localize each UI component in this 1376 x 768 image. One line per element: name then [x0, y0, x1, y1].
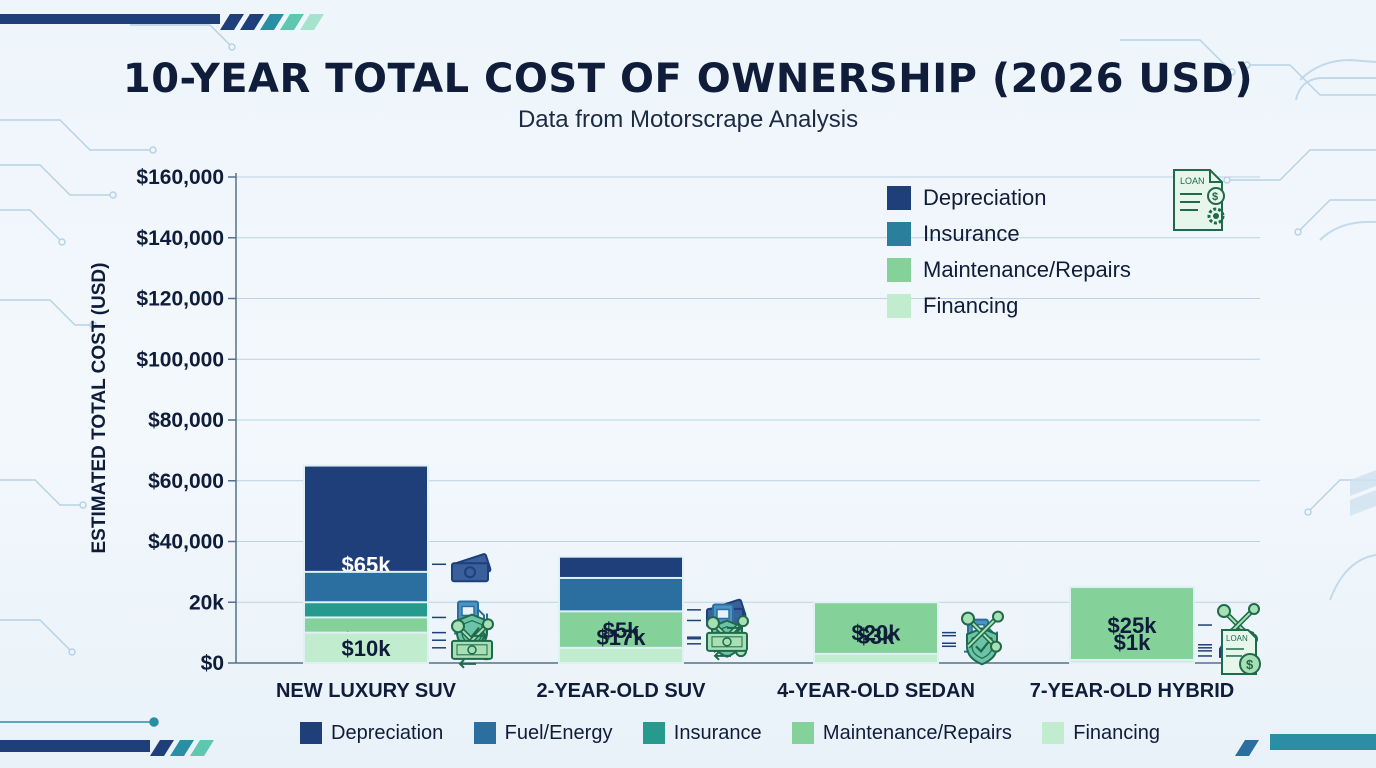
- chart-subtitle: Data from Motorscrape Analysis: [517, 106, 859, 133]
- y-tick-label: 20k: [189, 591, 224, 614]
- loan-document-icon: LOAN $: [1173, 169, 1225, 231]
- x-category-label: NEW LUXURY SUV: [276, 680, 457, 702]
- legend-swatch: [1042, 722, 1065, 744]
- y-tick-label: $160,000: [136, 166, 224, 189]
- top-legend-item-financing: Financing: [887, 288, 1131, 324]
- bar-segment-financing: [813, 652, 939, 665]
- top-legend-item-depreciation: Depreciation: [887, 180, 1131, 216]
- chart-title: 10-YEAR TOTAL COST OF OWNERSHIP (2026 US…: [122, 56, 1254, 102]
- legend-swatch: [887, 258, 911, 282]
- legend-label: Insurance: [673, 721, 762, 744]
- y-tick-label: $120,000: [136, 288, 224, 311]
- bottom-legend-item-insurance: Insurance: [642, 721, 762, 745]
- loan-document-icon: LOAN $: [1221, 628, 1261, 675]
- bar-segment-financing: [303, 631, 429, 664]
- y-tick-label: $40,000: [148, 531, 224, 554]
- x-category-label: 2-YEAR-OLD SUV: [537, 680, 707, 702]
- y-tick-label: $140,000: [136, 227, 224, 250]
- x-category-label: 7-YEAR-OLD HYBRID: [1030, 680, 1234, 702]
- data-label: $5k: [603, 618, 640, 643]
- data-label: $3k: [858, 624, 895, 649]
- legend-swatch: [791, 722, 814, 744]
- bottom-legend-item-financing: Financing: [1042, 722, 1160, 745]
- legend-label: Maintenance/Repairs: [923, 257, 1131, 282]
- legend-label: Financing: [1073, 721, 1160, 744]
- data-label: $1k: [1114, 630, 1151, 655]
- wrench-screwdriver-icon: [961, 610, 1004, 653]
- legend-label: Depreciation: [923, 185, 1047, 210]
- svg-text:$: $: [1212, 191, 1218, 203]
- bottom-legend-item-depreciation: Depreciation: [300, 722, 443, 745]
- y-tick-label: $80,000: [148, 409, 224, 432]
- money-transfer-icon: [451, 631, 493, 669]
- legend-swatch: [887, 294, 911, 318]
- legend-label: Financing: [923, 293, 1019, 318]
- data-label: $25k: [1108, 613, 1158, 638]
- loan-icon-text: LOAN: [1180, 176, 1205, 186]
- bottom-legend: Depreciation Fuel/Energy Insurance Maintena…: [300, 718, 1160, 748]
- data-label: $20k: [852, 621, 902, 646]
- legend-label: Depreciation: [331, 721, 444, 744]
- y-tick-label: $60,000: [148, 470, 224, 493]
- top-legend: Depreciation Insurance Maintenance/Repai…: [887, 180, 1131, 324]
- svg-text:$: $: [1246, 657, 1254, 672]
- y-tick-label: $100,000: [136, 348, 224, 371]
- data-label: $17k: [597, 625, 647, 650]
- x-category-label: 4-YEAR-OLD SEDAN: [777, 680, 975, 702]
- legend-swatch: [887, 222, 911, 246]
- legend-label: Maintenance/Repairs: [822, 721, 1012, 744]
- y-tick-label: $0: [201, 652, 224, 675]
- legend-label: Fuel/Energy: [504, 721, 613, 744]
- legend-swatch: [300, 722, 322, 744]
- bottom-legend-item-maintenance: Maintenance/Repairs: [791, 721, 1012, 745]
- bottom-legend-item-fuel_energy: Fuel/Energy: [473, 721, 613, 745]
- bar-segment-maintenance: [813, 601, 939, 664]
- svg-text:LOAN: LOAN: [1226, 634, 1248, 643]
- top-legend-item-insurance: Insurance: [887, 216, 1131, 252]
- data-label: $10k: [342, 636, 392, 661]
- legend-swatch: [642, 722, 665, 744]
- legend-label: Insurance: [923, 221, 1020, 246]
- legend-swatch: [473, 722, 496, 744]
- bar-segment-financing: [1069, 658, 1195, 665]
- top-legend-item-maintenance: Maintenance/Repairs: [887, 252, 1131, 288]
- legend-swatch: [887, 186, 911, 210]
- money-transfer-icon: [706, 623, 748, 661]
- bar-segment-financing: [558, 646, 684, 664]
- cash-icon: [451, 553, 492, 583]
